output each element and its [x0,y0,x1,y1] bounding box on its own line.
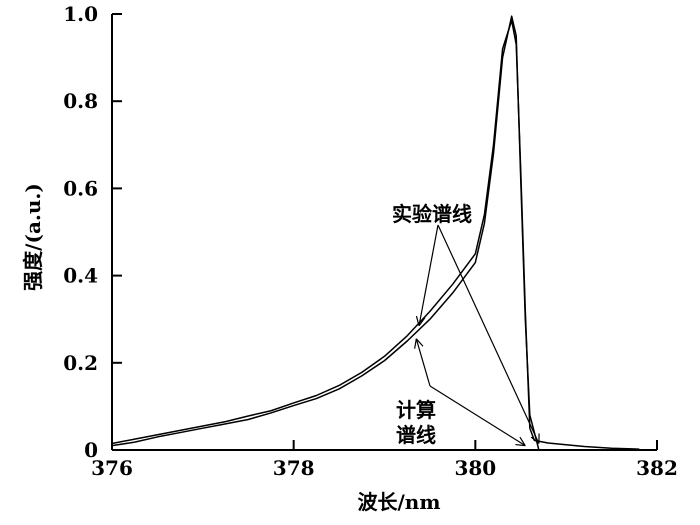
annotation-calculated-spectrum-line-1: 计算 [396,398,436,422]
annotation-arrow-calc-b [429,385,526,447]
y-tick-label-1: 0.2 [63,351,98,375]
annotation-experimental-spectrum: 实验谱线 [392,202,472,226]
annotation-arrow-calc-a [415,338,431,387]
x-tick-label-0: 376 [91,456,133,480]
annotation-arrow-exp-b [437,224,540,444]
y-tick-label-4: 0.8 [63,89,98,113]
annotation-arrow-exp-a-head [415,315,426,327]
x-axis-title: 波长/nm [357,490,440,514]
y-tick-label-0: 0 [84,438,98,462]
y-tick-label-3: 0.6 [63,176,98,200]
annotation-arrow-calc-b-head [515,436,526,447]
y-axis-title: 强度/(a.u.) [21,183,45,291]
plot-layer: 376 378 380 382 0 0.2 0.4 0.6 0.8 1.0 [63,2,678,480]
annotation-arrow-calc-a-head [414,338,424,349]
x-tick-label-1: 378 [273,456,315,480]
y-tick-label-5: 1.0 [63,2,98,26]
annotation-arrow-exp-b-head [530,433,540,444]
y-tick-label-2: 0.4 [63,264,98,288]
x-tick-label-2: 380 [454,456,496,480]
x-tick-label-3: 382 [636,456,678,480]
series-line-1 [111,19,640,450]
annotation-calculated-spectrum-line-2: 谱线 [396,423,436,447]
annotation-arrow-exp-a [418,224,439,326]
